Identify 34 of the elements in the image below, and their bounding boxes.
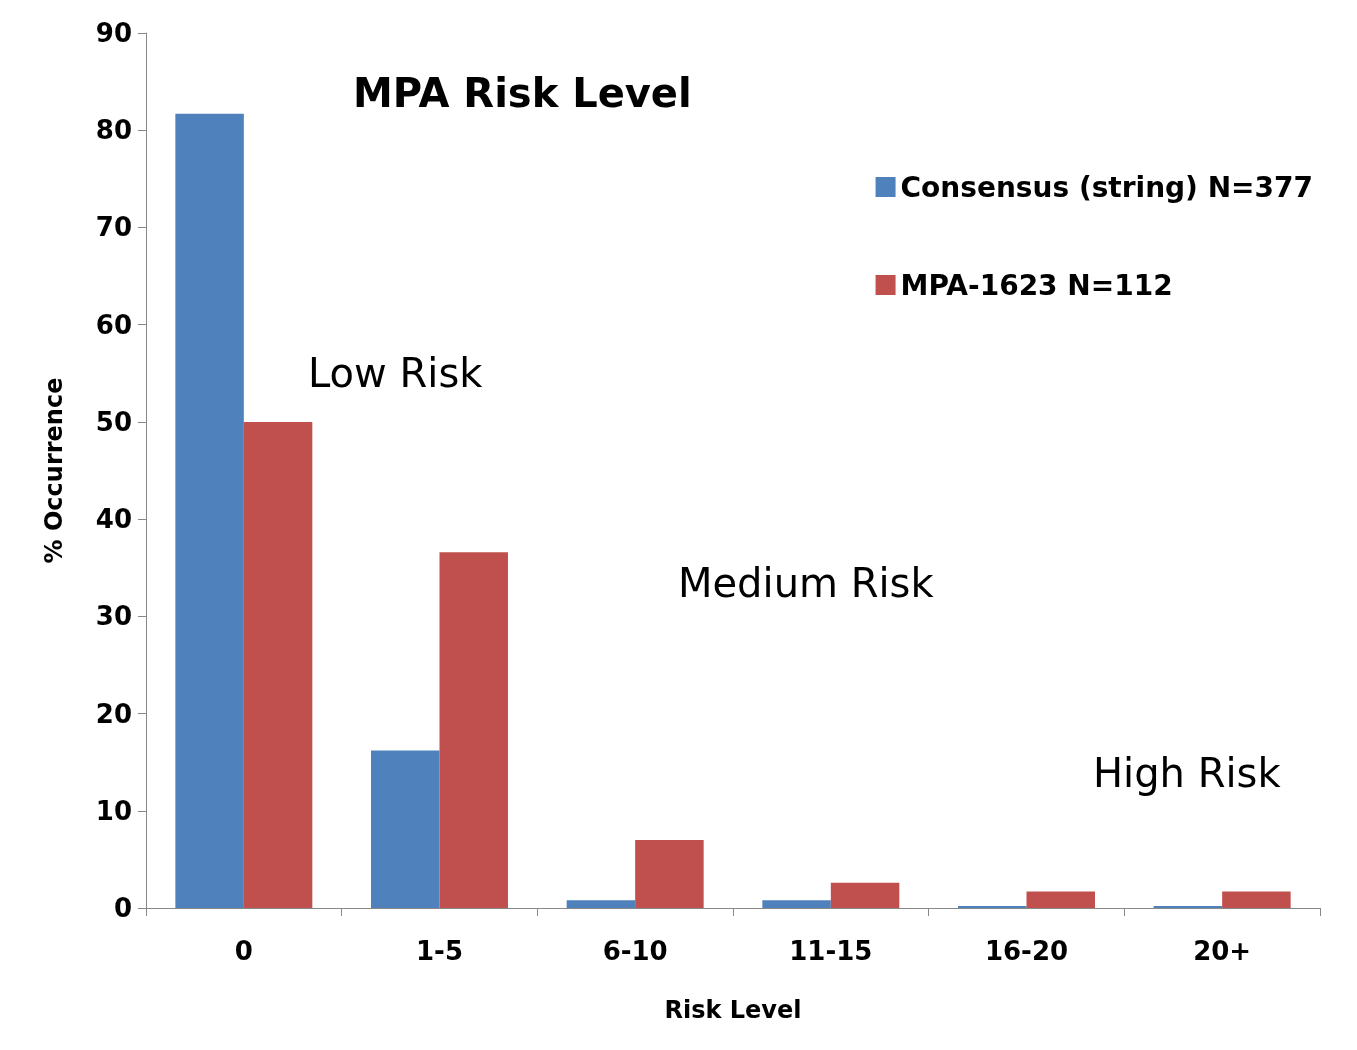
bar	[830, 882, 900, 908]
y-tick-label: 70	[95, 212, 132, 243]
y-axis-title: % Occurrence	[40, 377, 68, 564]
bar	[762, 900, 831, 908]
y-tick-label: 20	[95, 698, 132, 729]
legend-label: MPA-1623 N=112	[900, 268, 1173, 302]
bar	[635, 839, 704, 908]
bar	[175, 113, 244, 908]
y-tick-label: 90	[95, 18, 132, 48]
y-tick-label: 40	[95, 504, 132, 535]
legend-label: Consensus (string) N=377	[900, 170, 1314, 204]
text: MPA Risk Level	[353, 70, 692, 116]
x-tick-label: 16-20	[984, 936, 1069, 966]
x-tick-label: 1-5	[416, 936, 463, 966]
annotation: Low Risk	[308, 350, 484, 396]
bar	[371, 750, 440, 908]
bar	[566, 900, 636, 908]
y-tick-label: 60	[95, 309, 132, 340]
y-tick-label: 10	[95, 795, 132, 826]
annotation: Medium Risk	[678, 560, 935, 606]
x-tick-label: 6-10	[602, 936, 668, 966]
bar	[439, 552, 508, 908]
bar	[1222, 891, 1291, 908]
y-tick-label: 50	[95, 406, 132, 437]
annotation: High Risk	[1093, 750, 1282, 796]
x-tick-label: 20+	[1193, 936, 1252, 966]
y-tick-label: 30	[95, 601, 132, 632]
y-tick-label: 80	[95, 115, 132, 146]
x-axis-title: Risk Level	[664, 996, 802, 1024]
bar	[1026, 891, 1095, 908]
bar	[243, 421, 313, 908]
x-tick-label: 0	[234, 936, 253, 966]
x-tick-label: 11-15	[789, 936, 873, 966]
y-tick-label: 0	[113, 893, 132, 923]
